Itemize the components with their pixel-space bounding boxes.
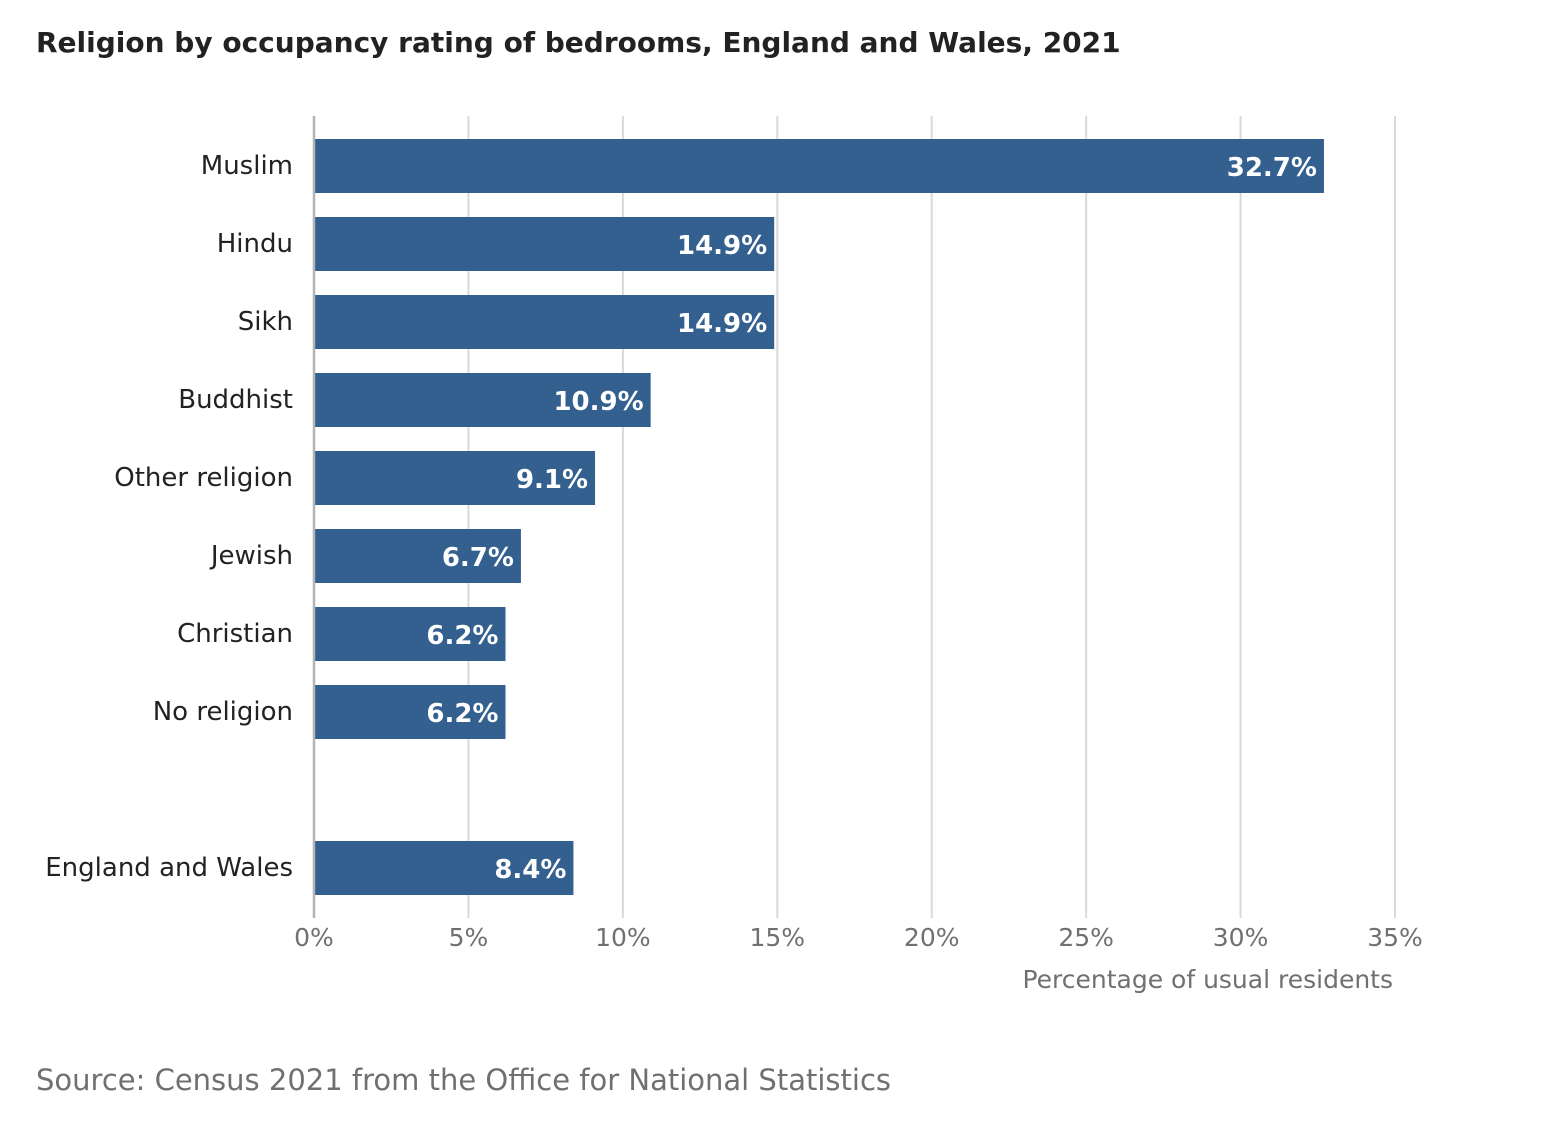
bar: [314, 373, 651, 427]
bar: [314, 607, 506, 661]
bar: [314, 139, 1324, 193]
bar-value-label: 8.4%: [494, 855, 566, 885]
bar-value-label: 6.2%: [426, 621, 498, 651]
category-label: Hindu: [217, 229, 293, 259]
category-label: Other religion: [114, 463, 293, 493]
bar-value-label: 9.1%: [516, 465, 588, 495]
labels: 0% 5% 10% 15% 20% 25% 30% 35% 32.7% Muslim 14.9% Hi…: [45, 151, 1423, 994]
category-label: England and Wales: [45, 853, 293, 883]
source-note: Source: Census 2021 from the Office for …: [36, 1063, 892, 1097]
bar: [314, 529, 521, 583]
category-label: Jewish: [209, 541, 293, 571]
x-tick-label: 35%: [1367, 923, 1423, 952]
category-label: Buddhist: [178, 385, 293, 415]
category-label: No religion: [153, 697, 293, 727]
bar-value-label: 6.7%: [442, 543, 514, 573]
bars: [314, 139, 1324, 895]
bar: [314, 451, 596, 505]
x-tick-label: 20%: [904, 923, 960, 952]
x-tick-label: 0%: [294, 923, 334, 952]
x-tick-label: 10%: [595, 923, 651, 952]
bar: [314, 685, 506, 739]
bar-value-label: 32.7%: [1227, 153, 1317, 183]
bar-value-label: 6.2%: [426, 699, 498, 729]
x-tick-label: 5%: [449, 923, 489, 952]
x-axis-title: Percentage of usual residents: [1022, 965, 1393, 994]
x-tick-label: 25%: [1058, 923, 1114, 952]
bar: [314, 295, 775, 349]
bar-value-label: 14.9%: [677, 231, 767, 261]
bar: [314, 841, 574, 895]
bar-value-label: 10.9%: [553, 387, 643, 417]
category-label: Christian: [177, 619, 293, 649]
x-tick-label: 30%: [1213, 923, 1269, 952]
bar: [314, 217, 775, 271]
category-label: Sikh: [238, 307, 293, 337]
chart-title: Religion by occupancy rating of bedrooms…: [36, 26, 1121, 59]
category-label: Muslim: [201, 151, 293, 181]
x-tick-label: 15%: [749, 923, 805, 952]
bar-value-label: 14.9%: [677, 309, 767, 339]
